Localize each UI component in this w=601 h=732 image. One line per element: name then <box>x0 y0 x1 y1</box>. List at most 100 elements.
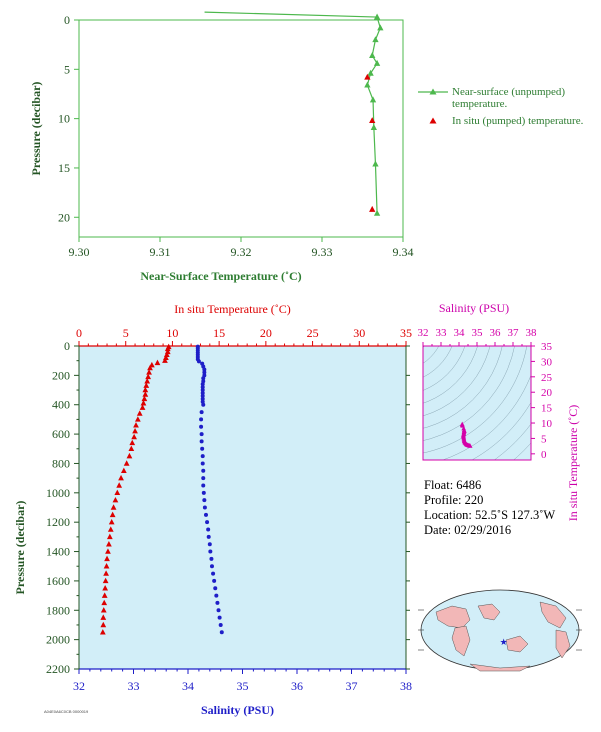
temperature-point <box>164 345 171 352</box>
salinity-tick-label: 34 <box>182 679 194 693</box>
salinity-point <box>199 439 204 444</box>
temperature-point <box>126 452 133 459</box>
temperature-point <box>136 410 143 416</box>
salinity-point <box>200 390 205 395</box>
top-x-tick-label: 9.33 <box>312 245 333 259</box>
temperature-point <box>107 526 114 532</box>
salinity-point <box>216 608 221 613</box>
temperature-tick-label: 15 <box>213 326 225 340</box>
unpumped-point <box>373 209 381 216</box>
salinity-point <box>201 490 206 495</box>
salinity-point <box>219 630 224 635</box>
map-land <box>477 603 501 621</box>
temperature-point <box>100 607 107 613</box>
temperature-point <box>140 400 147 406</box>
temperature-point <box>142 391 149 397</box>
temperature-point <box>143 382 150 388</box>
salinity-point <box>202 498 207 503</box>
pumped-point <box>369 205 376 212</box>
salinity-point <box>218 622 223 627</box>
salinity-point <box>200 385 205 390</box>
ts-temperature-tick-label: 30 <box>541 356 553 368</box>
pumped-point <box>369 117 376 124</box>
unpumped-point <box>364 81 371 88</box>
pressure-tick-label: 2200 <box>46 662 70 676</box>
temperature-point <box>106 533 113 540</box>
pressure-tick-label: 2000 <box>46 633 70 647</box>
profile-chart: 0 5 10 15 20 25 30 35 In situ Temperature (˚C) 32… <box>13 302 412 717</box>
pumped-point <box>364 73 371 80</box>
ts-temperature-tick-label: 25 <box>541 372 553 384</box>
temperature-axis-title: In situ Temperature (˚C) <box>174 302 291 316</box>
salinity-tick-label: 36 <box>291 679 303 693</box>
salinity-point <box>199 424 204 429</box>
top-y-tick-label: 20 <box>58 210 70 224</box>
salinity-point <box>201 483 206 488</box>
temperature-point <box>144 378 151 384</box>
ts-temperature-tick-label: 0 <box>541 449 547 461</box>
pressure-tick-label: 200 <box>52 368 70 382</box>
salinity-point <box>199 417 204 422</box>
temperature-point <box>131 433 138 440</box>
salinity-point <box>199 410 204 415</box>
unpumped-line <box>204 11 381 214</box>
map-land <box>555 629 571 659</box>
ts-temperature-title: In situ Temperature (˚C) <box>566 405 580 522</box>
temperature-point <box>145 373 152 380</box>
top-y-tick-label: 5 <box>64 62 70 76</box>
salinity-point <box>212 578 217 583</box>
top-y-tick-label: 10 <box>58 112 70 126</box>
temperature-point <box>147 364 153 371</box>
temperature-point <box>101 592 108 598</box>
temperature-tick-label: 25 <box>307 326 319 340</box>
temperature-point <box>106 541 112 547</box>
top-y-axis-label: Pressure (decibar) <box>29 82 43 176</box>
ts-temperature-tick-label: 10 <box>541 418 553 430</box>
float-id: Float: 6486 <box>424 478 482 492</box>
temperature-point <box>123 460 130 466</box>
date: Date: 02/29/2016 <box>424 523 512 537</box>
legend: Near-surface (unpumped) temperature. In … <box>418 86 600 127</box>
top-x-axis-label: Near-Surface Temperature (˚C) <box>140 269 301 283</box>
temperature-point <box>105 548 111 554</box>
salinity-tick-label: 38 <box>400 679 412 693</box>
temperature-point <box>154 359 161 366</box>
unpumped-point <box>369 52 376 58</box>
ts-temperature-tick-label: 35 <box>541 341 553 353</box>
pressure-tick-label: 0 <box>64 339 70 353</box>
salinity-point <box>199 432 204 437</box>
unpumped-point <box>372 160 379 167</box>
pressure-tick-label: 1600 <box>46 574 70 588</box>
temperature-tick-label: 0 <box>76 326 82 340</box>
top-x-tick-label: 9.31 <box>150 245 171 259</box>
temperature-tick-label: 10 <box>166 326 178 340</box>
map-ocean <box>420 589 580 671</box>
ts-salinity-tick-label: 38 <box>526 327 538 339</box>
temperature-point <box>112 496 119 503</box>
legend-entry-pumped: In situ (pumped) temperature. <box>418 115 600 127</box>
profile-plot-area <box>79 346 406 669</box>
salinity-point <box>206 534 211 539</box>
top-x-tick-label: 9.30 <box>69 245 90 259</box>
ts-salinity-tick-label: 32 <box>418 327 429 339</box>
temperature-point <box>116 482 123 488</box>
salinity-point <box>208 549 213 554</box>
temperature-point <box>108 518 115 525</box>
temperature-point <box>142 386 149 393</box>
temperature-point <box>103 563 110 569</box>
unpumped-point <box>372 36 379 43</box>
temperature-point <box>162 357 168 363</box>
salinity-tick-label: 37 <box>346 679 358 693</box>
salinity-point <box>200 461 205 466</box>
map-land <box>469 663 531 672</box>
temperature-point <box>104 555 110 562</box>
ts-temperature-tick-label: 5 <box>541 433 547 445</box>
unpumped-point <box>373 13 381 20</box>
unpumped-point <box>370 124 377 130</box>
ts-salinity-tick-label: 36 <box>490 327 502 339</box>
ts-diagram: 32 33 34 35 36 37 38 Salinity (PSU) 0 5 10 15 20 25 30… <box>418 301 581 522</box>
salinity-point <box>200 382 205 387</box>
legend-label-unpumped: Near-surface (unpumped) temperature. <box>452 86 566 110</box>
top-y-tick-label: 0 <box>64 13 70 27</box>
